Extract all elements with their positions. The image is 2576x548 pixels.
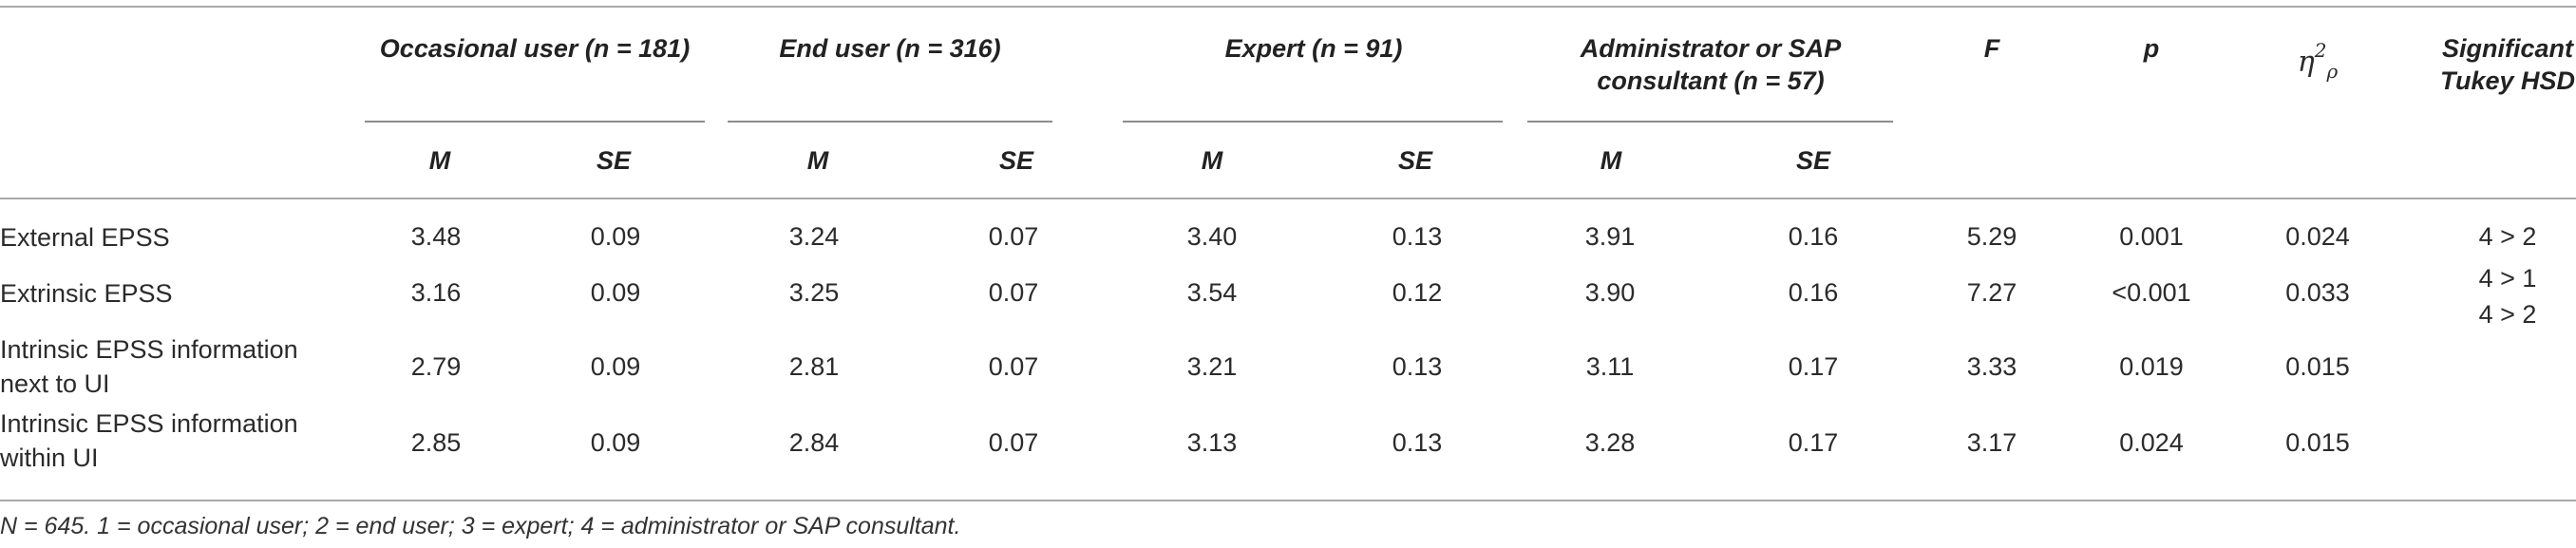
table-cell: 0.16 — [1788, 222, 1839, 251]
tukey-value: 4 > 1 — [2478, 264, 2537, 293]
sub-header-m: M — [1600, 146, 1622, 175]
group-underline-2 — [728, 121, 1052, 123]
top-rule — [0, 6, 2576, 8]
table-cell: 0.07 — [988, 428, 1039, 457]
sub-header-m: M — [1201, 146, 1223, 175]
sub-header-m: M — [806, 146, 829, 175]
table-cell: 0.09 — [590, 428, 641, 457]
sub-header-se: SE — [998, 146, 1034, 175]
group-header-occasional: Occasional user (n = 181) — [379, 34, 691, 63]
table-cell: 0.09 — [590, 352, 641, 381]
p-value: 0.001 — [2119, 222, 2184, 251]
tukey-value: 4 > 2 — [2478, 300, 2537, 329]
table-cell: 0.07 — [988, 278, 1039, 307]
group-underline-1 — [365, 121, 705, 123]
p-header: p — [2143, 34, 2160, 63]
table-cell: 3.54 — [1186, 278, 1238, 307]
f-value: 7.27 — [1966, 278, 2017, 307]
table-cell: 2.84 — [788, 428, 840, 457]
table-cell: 3.28 — [1584, 428, 1636, 457]
f-value: 5.29 — [1966, 222, 2017, 251]
table-cell: 0.13 — [1392, 428, 1443, 457]
table-cell: 3.90 — [1584, 278, 1636, 307]
f-value: 3.17 — [1966, 428, 2017, 457]
table-cell: 2.79 — [410, 352, 462, 381]
table-cell: 3.91 — [1584, 222, 1636, 251]
eta-value: 0.015 — [2285, 352, 2350, 381]
p-value: 0.024 — [2119, 428, 2184, 457]
sub-header-se: SE — [1795, 146, 1831, 175]
table-cell: 0.07 — [988, 222, 1039, 251]
bottom-rule — [0, 500, 2576, 501]
table-cell: 0.16 — [1788, 278, 1839, 307]
group-header-admin: Administrator or SAP consultant (n = 57) — [1580, 34, 1842, 95]
header-bottom-rule — [0, 198, 2576, 199]
p-value: <0.001 — [2112, 278, 2191, 307]
table-cell: 0.13 — [1392, 222, 1443, 251]
f-header: F — [1983, 34, 2000, 63]
table-cell: 3.11 — [1585, 352, 1635, 381]
tukey-value: 4 > 2 — [2478, 222, 2537, 251]
sub-header-se: SE — [596, 146, 632, 175]
table-cell: 0.09 — [590, 222, 641, 251]
tukey-header: Significant Tukey HSD — [2439, 34, 2576, 95]
table-cell: 3.21 — [1186, 352, 1238, 381]
table-cell: 3.16 — [410, 278, 462, 307]
sub-header-se: SE — [1397, 146, 1433, 175]
sub-header-m: M — [428, 146, 451, 175]
table-cell: 0.09 — [590, 278, 641, 307]
p-value: 0.019 — [2119, 352, 2184, 381]
eta-value: 0.024 — [2285, 222, 2350, 251]
row-label-external-epss: External EPSS — [0, 223, 170, 252]
row-label-intrinsic-next-to-ui: Intrinsic EPSS information next to UI — [0, 335, 298, 398]
row-label-extrinsic-epss: Extrinsic EPSS — [0, 279, 173, 308]
table-cell: 2.81 — [788, 352, 840, 381]
group-underline-3 — [1123, 121, 1503, 123]
row-label-intrinsic-within-ui: Intrinsic EPSS information within UI — [0, 409, 298, 472]
table-cell: 3.25 — [788, 278, 840, 307]
table-cell: 2.85 — [410, 428, 462, 457]
table-cell: 0.17 — [1788, 352, 1839, 381]
f-value: 3.33 — [1966, 352, 2017, 381]
table-cell: 3.13 — [1186, 428, 1238, 457]
eta-header: η2ρ — [2297, 39, 2339, 83]
eta-value: 0.015 — [2285, 428, 2350, 457]
group-header-end-user: End user (n = 316) — [779, 34, 1001, 63]
table-cell: 3.48 — [410, 222, 462, 251]
table-cell: 3.24 — [788, 222, 840, 251]
eta-value: 0.033 — [2285, 278, 2350, 307]
table-cell: 0.07 — [988, 352, 1039, 381]
table-cell: 0.13 — [1392, 352, 1443, 381]
group-header-expert: Expert (n = 91) — [1224, 34, 1403, 63]
group-underline-4 — [1527, 121, 1893, 123]
table-cell: 3.40 — [1186, 222, 1238, 251]
table-cell: 0.12 — [1392, 278, 1443, 307]
table-footnote: N = 645. 1 = occasional user; 2 = end us… — [0, 513, 961, 539]
table-cell: 0.17 — [1788, 428, 1839, 457]
